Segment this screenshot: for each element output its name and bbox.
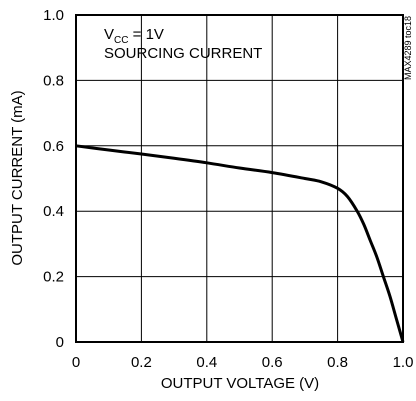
x-tick-label: 0.4 <box>196 354 217 371</box>
y-tick-label: 0.8 <box>43 72 64 89</box>
x-tick-label: 0.6 <box>262 354 283 371</box>
y-tick-label: 0 <box>56 334 64 351</box>
x-axis-title: OUTPUT VOLTAGE (V) <box>161 375 319 392</box>
x-tick-label: 0 <box>72 354 80 371</box>
plot-frame <box>75 14 404 343</box>
x-tick-label: 0.2 <box>131 354 152 371</box>
y-tick-label: 0.6 <box>43 138 64 155</box>
y-tick-label: 0.2 <box>43 269 64 286</box>
y-tick-label: 0.4 <box>43 203 64 220</box>
series-layer <box>75 144 405 343</box>
output-current-curve <box>75 144 405 343</box>
x-tick-label: 0.8 <box>327 354 348 371</box>
grid-lines <box>76 15 403 342</box>
vcc-annotation-v: V <box>104 26 114 43</box>
figure-code-label: MAX4289 toc18 <box>403 16 413 80</box>
sourcing-current-annotation: SOURCING CURRENT <box>104 45 262 62</box>
tick-labels: 0 0.2 0.4 0.6 0.8 1.0 0 0.2 0.4 0.6 0.8 1.0 <box>43 7 413 371</box>
vcc-annotation: VCC = 1V <box>104 26 164 46</box>
y-axis-title: OUTPUT CURRENT (mA) <box>9 90 26 265</box>
y-tick-label: 1.0 <box>43 7 64 24</box>
vcc-annotation-rest: = 1V <box>128 26 163 43</box>
x-tick-label: 1.0 <box>393 354 414 371</box>
vcc-annotation-sub: CC <box>114 35 128 46</box>
